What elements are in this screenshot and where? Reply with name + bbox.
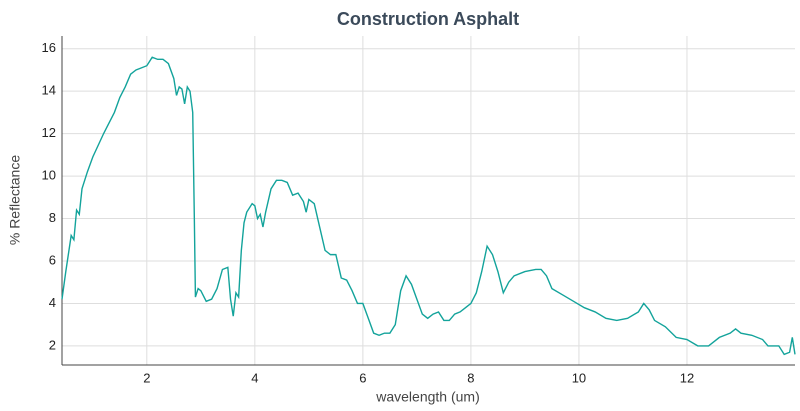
x-tick-label: 2	[143, 370, 150, 385]
y-tick-label: 14	[42, 83, 56, 98]
y-tick-label: 8	[49, 210, 56, 225]
y-tick-label: 4	[49, 295, 56, 310]
x-tick-label: 8	[467, 370, 474, 385]
y-tick-label: 12	[42, 125, 56, 140]
y-tick-label: 2	[49, 337, 56, 352]
y-tick-label: 10	[42, 168, 56, 183]
line-series	[61, 56, 796, 356]
y-axis-label: % Reflectance	[7, 155, 23, 245]
x-tick-label: 12	[680, 370, 694, 385]
y-tick-label: 16	[42, 40, 56, 55]
x-axis-label: wavelength (um)	[375, 389, 480, 405]
x-tick-label: 10	[572, 370, 586, 385]
chart-title: Construction Asphalt	[337, 9, 519, 29]
x-tick-label: 4	[251, 370, 258, 385]
y-tick-label: 6	[49, 252, 56, 267]
x-tick-label: 6	[359, 370, 366, 385]
